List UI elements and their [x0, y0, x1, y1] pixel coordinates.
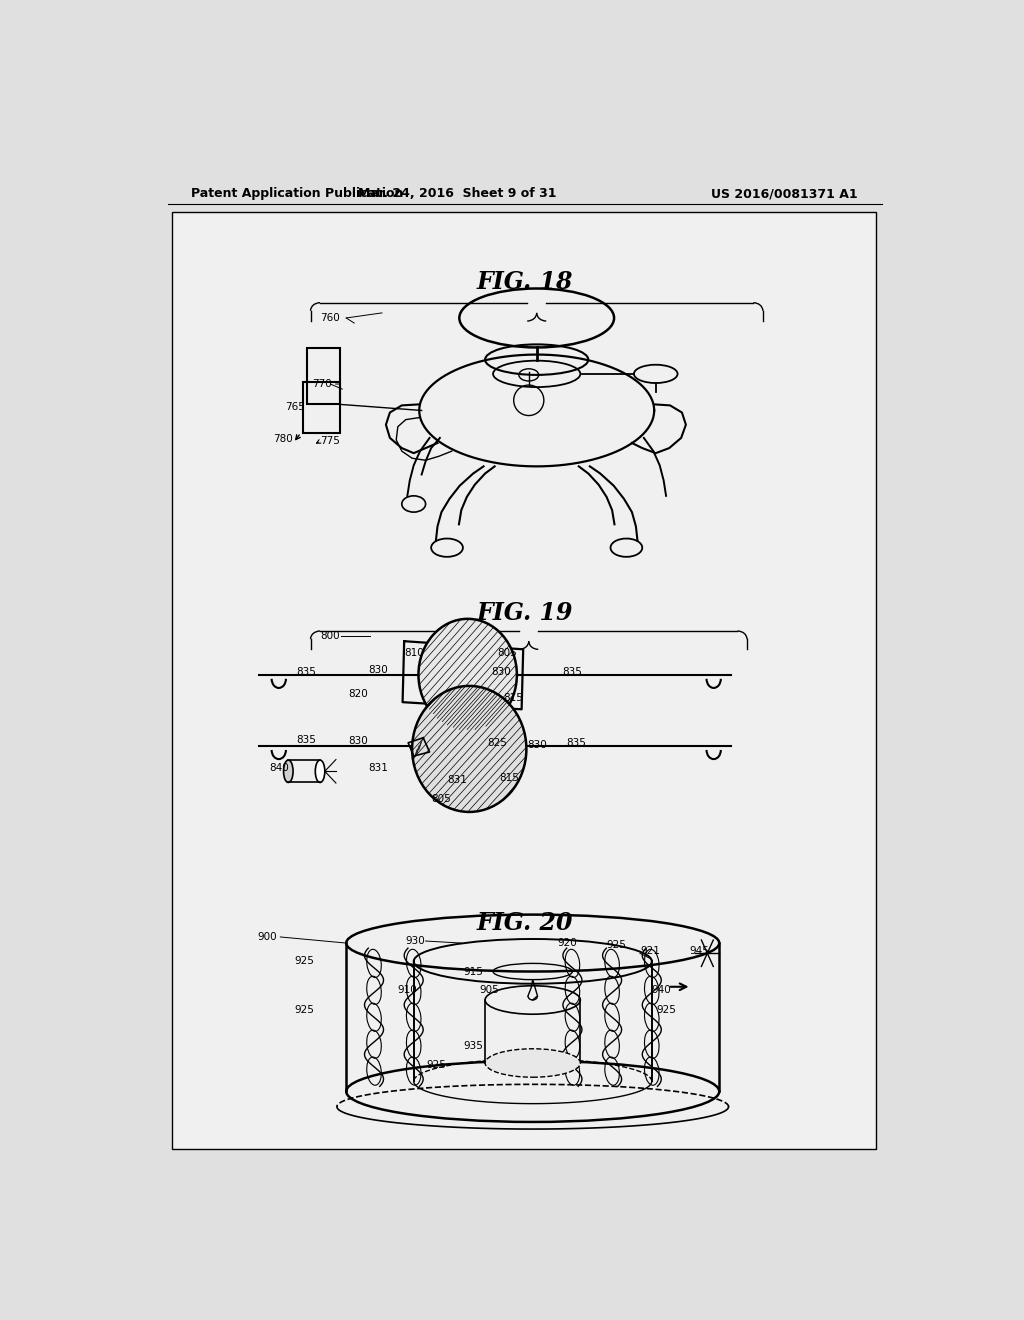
- Ellipse shape: [485, 1049, 581, 1077]
- Text: 800: 800: [321, 631, 340, 642]
- Text: 925: 925: [294, 1005, 314, 1015]
- Text: 830: 830: [492, 667, 511, 677]
- Text: 770: 770: [312, 379, 333, 389]
- Text: 925: 925: [606, 940, 626, 950]
- Ellipse shape: [412, 686, 526, 812]
- Text: 925: 925: [656, 1005, 676, 1015]
- Text: 830: 830: [526, 741, 547, 750]
- Bar: [303, 381, 340, 433]
- Text: 815: 815: [499, 774, 519, 783]
- Text: 835: 835: [297, 667, 316, 677]
- Text: 910: 910: [397, 985, 417, 995]
- Text: 925: 925: [426, 1060, 445, 1071]
- Text: 935: 935: [463, 1040, 483, 1051]
- Text: 921: 921: [640, 946, 660, 956]
- Text: 810: 810: [403, 648, 424, 659]
- Text: FIG. 18: FIG. 18: [476, 271, 573, 294]
- Text: US 2016/0081371 A1: US 2016/0081371 A1: [712, 187, 858, 201]
- Text: 805: 805: [431, 793, 452, 804]
- Text: FIG. 20: FIG. 20: [476, 911, 573, 935]
- Text: 775: 775: [321, 436, 340, 446]
- Text: 835: 835: [562, 667, 583, 677]
- Ellipse shape: [419, 619, 517, 731]
- Text: 831: 831: [447, 775, 467, 785]
- Text: 831: 831: [368, 763, 388, 774]
- Ellipse shape: [315, 760, 325, 783]
- Text: 915: 915: [463, 966, 483, 977]
- Text: 900: 900: [257, 932, 276, 942]
- Text: 780: 780: [272, 434, 293, 444]
- Text: 825: 825: [487, 738, 507, 748]
- Text: 765: 765: [285, 403, 304, 412]
- Text: 830: 830: [368, 665, 388, 675]
- Text: 830: 830: [348, 735, 368, 746]
- Text: 920: 920: [557, 939, 577, 948]
- Text: 930: 930: [406, 936, 425, 946]
- Text: FIG. 19: FIG. 19: [476, 601, 573, 624]
- Text: Mar. 24, 2016  Sheet 9 of 31: Mar. 24, 2016 Sheet 9 of 31: [358, 187, 557, 201]
- Text: Patent Application Publication: Patent Application Publication: [191, 187, 403, 201]
- Text: 805: 805: [498, 648, 517, 659]
- Ellipse shape: [284, 760, 293, 783]
- Text: 835: 835: [297, 735, 316, 744]
- Bar: [172, 213, 877, 1150]
- Text: 815: 815: [503, 693, 523, 704]
- Text: 760: 760: [321, 313, 340, 323]
- Bar: [306, 348, 340, 404]
- Text: 840: 840: [269, 763, 289, 774]
- Text: 925: 925: [294, 957, 314, 966]
- Text: 940: 940: [651, 985, 671, 995]
- Text: 945: 945: [689, 946, 710, 956]
- Text: 820: 820: [348, 689, 368, 700]
- Text: 905: 905: [479, 985, 499, 995]
- Text: 835: 835: [566, 738, 587, 748]
